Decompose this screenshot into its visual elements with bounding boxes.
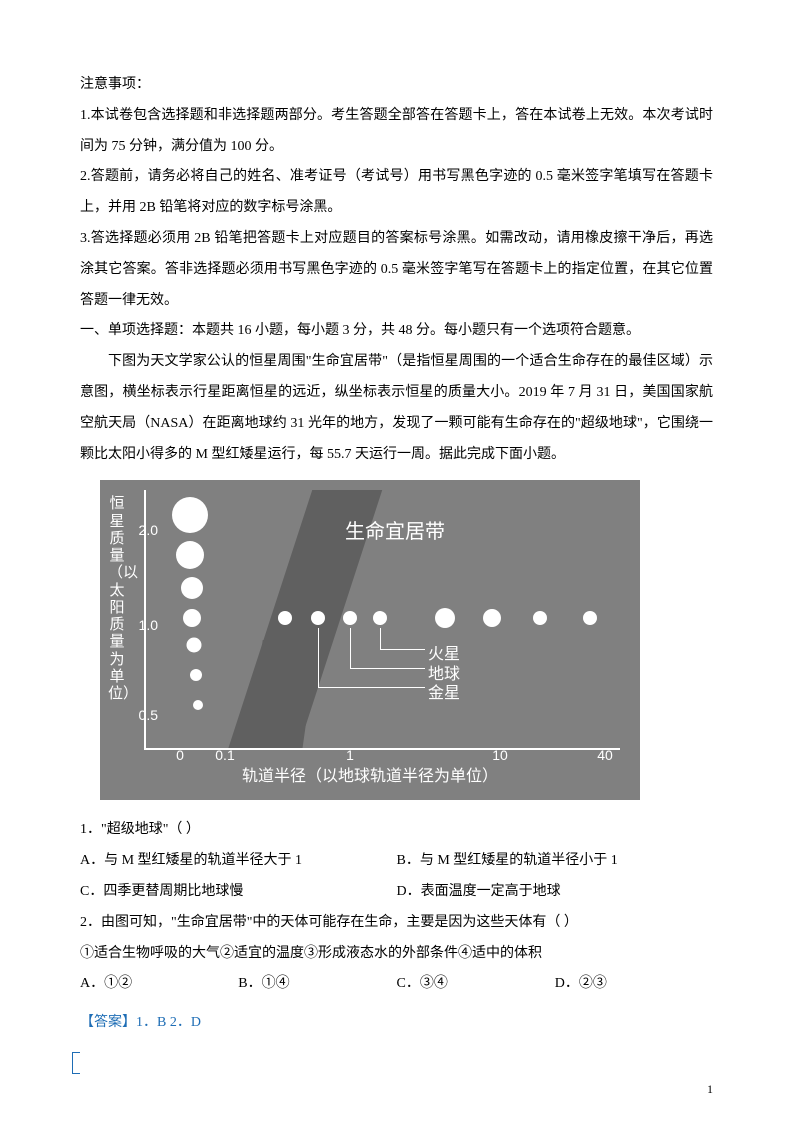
star-dot: [172, 497, 208, 533]
star-dot: [533, 611, 547, 625]
y-tick: 0.5: [128, 700, 158, 731]
star-dot: [483, 609, 501, 627]
notice-3: 3.答选择题必须用 2B 铅笔把答题卡上对应题目的答案标号涂黑。如需改动，请用橡…: [80, 224, 713, 316]
q2-option-a: A．①②: [80, 969, 238, 1000]
notice-2: 2.答题前，请务必将自己的姓名、准考证号（考试号）用书写黑色字迹的 0.5 毫米…: [80, 162, 713, 224]
label-earth: 地球: [428, 665, 460, 684]
answer-bracket-icon: [72, 1052, 80, 1074]
page-number: 1: [707, 1076, 713, 1102]
notice-title: 注意事项：: [80, 70, 713, 101]
q2-options-row: A．①② B．①④ C．③④ D．②③: [80, 969, 713, 1000]
question-context: 下图为天文学家公认的恒星周围"生命宜居带"（是指恒星周围的一个适合生命存在的最佳…: [80, 347, 713, 470]
section-heading: 一、单项选择题：本题共 16 小题，每小题 3 分，共 48 分。每小题只有一个…: [80, 316, 713, 347]
x-axis-label: 轨道半径（以地球轨道半径为单位）: [100, 759, 640, 794]
habitable-zone-chart: 恒星质量（以太阳质量为单位） 生命宜居带 2.01.00.5 00.111040…: [100, 480, 640, 800]
q2-option-c: C．③④: [397, 969, 555, 1000]
leader-line-venus: [318, 628, 425, 688]
q2-option-b: B．①④: [238, 969, 396, 1000]
q1-options-row2: C．四季更替周期比地球慢 D．表面温度一定高于地球: [80, 877, 713, 908]
planet-labels: 火星 地球 金星: [428, 645, 460, 703]
q2-stem: 2．由图可知，"生命宜居带"中的天体可能存在生命，主要是因为这些天体有（ ）: [80, 908, 713, 939]
star-dot: [176, 541, 204, 569]
q1-options-row1: A．与 M 型红矮星的轨道半径大于 1 B．与 M 型红矮星的轨道半径小于 1: [80, 846, 713, 877]
y-tick: 1.0: [128, 610, 158, 641]
q1-option-d: D．表面温度一定高于地球: [397, 877, 714, 908]
q1-stem: 1．"超级地球"（ ）: [80, 815, 713, 846]
star-dot: [343, 611, 357, 625]
q2-option-d: D．②③: [555, 969, 713, 1000]
star-dot: [583, 611, 597, 625]
q1-option-c: C．四季更替周期比地球慢: [80, 877, 397, 908]
q2-conditions: ①适合生物呼吸的大气②适宜的温度③形成液态水的外部条件④适中的体积: [80, 939, 713, 970]
answer-text: 【答案】1．B 2．D: [80, 1008, 713, 1039]
star-dot: [311, 611, 325, 625]
star-dot: [193, 700, 203, 710]
star-dot: [183, 609, 201, 627]
q1-option-a: A．与 M 型红矮星的轨道半径大于 1: [80, 846, 397, 877]
label-mars: 火星: [428, 645, 460, 664]
star-dot: [373, 611, 387, 625]
star-dot: [187, 638, 202, 653]
notice-1: 1.本试卷包含选择题和非选择题两部分。考生答题全部答在答题卡上，答在本试卷上无效…: [80, 101, 713, 163]
star-dot: [435, 608, 455, 628]
zone-label: 生命宜居带: [345, 510, 445, 554]
star-dot: [190, 669, 202, 681]
star-dot: [278, 611, 292, 625]
star-dot: [181, 577, 203, 599]
label-venus: 金星: [428, 684, 460, 703]
y-tick: 2.0: [128, 515, 158, 546]
q1-option-b: B．与 M 型红矮星的轨道半径小于 1: [397, 846, 714, 877]
y-axis-label: 恒星质量（以太阳质量为单位）: [108, 495, 126, 702]
